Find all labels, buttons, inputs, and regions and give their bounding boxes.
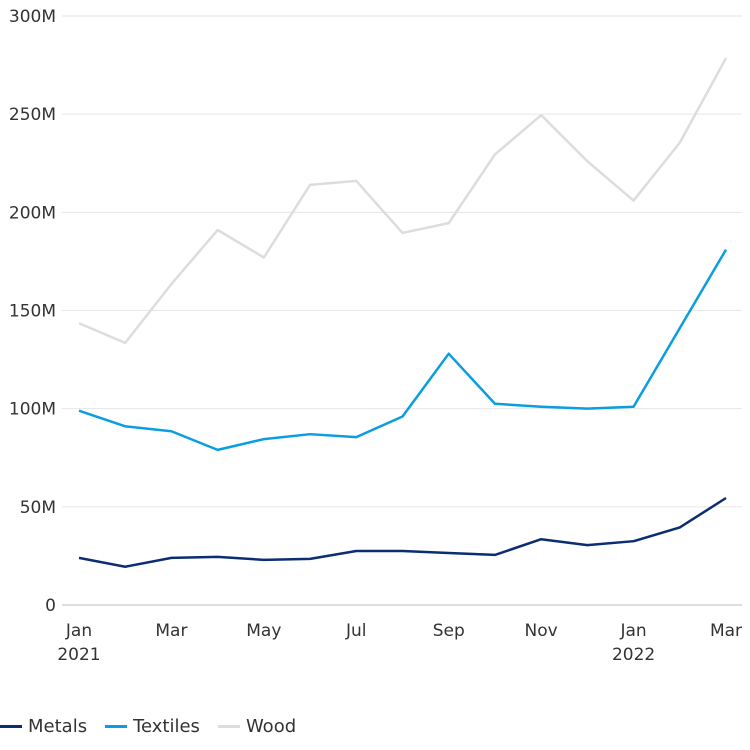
series-line-wood <box>78 57 728 345</box>
x-tick-label: Mar <box>155 621 187 641</box>
x-tick-year-label: 2021 <box>57 645 100 665</box>
x-tick-label: Nov <box>525 621 558 641</box>
legend-swatch <box>217 725 240 728</box>
line-chart: 0 50M 100M 150M 200M 250M 300M Jan 2021 Mar May Ju… <box>9 7 742 665</box>
x-tick-label: Sep <box>433 621 465 641</box>
y-tick-label: 150M <box>9 302 56 322</box>
legend-label: Metals <box>28 716 88 737</box>
legend-label: Textiles <box>133 716 200 737</box>
legend: Metals Textiles Wood <box>0 716 296 737</box>
x-tick-label: Jan <box>619 621 646 641</box>
y-tick-label: 100M <box>9 400 56 420</box>
legend-item-wood[interactable]: Wood <box>217 716 297 737</box>
series-line-metals <box>78 496 727 568</box>
x-tick-label: Mar <box>710 621 742 641</box>
legend-swatch <box>0 725 22 728</box>
y-tick-label: 0 <box>45 596 56 616</box>
y-tick-label: 250M <box>9 105 56 125</box>
y-tick-label: 50M <box>20 498 56 518</box>
x-tick-label: Jul <box>345 621 367 641</box>
legend-item-metals[interactable]: Metals <box>0 716 87 737</box>
x-tick-label: May <box>246 621 281 641</box>
series-line-textiles <box>78 249 728 452</box>
legend-item-textiles[interactable]: Textiles <box>105 716 200 737</box>
y-tick-label: 300M <box>9 7 56 27</box>
legend-label: Wood <box>245 716 297 737</box>
x-tick-year-label: 2022 <box>612 645 655 665</box>
y-tick-label: 200M <box>9 203 56 223</box>
x-tick-label: Jan <box>65 621 92 641</box>
legend-swatch <box>105 725 128 728</box>
